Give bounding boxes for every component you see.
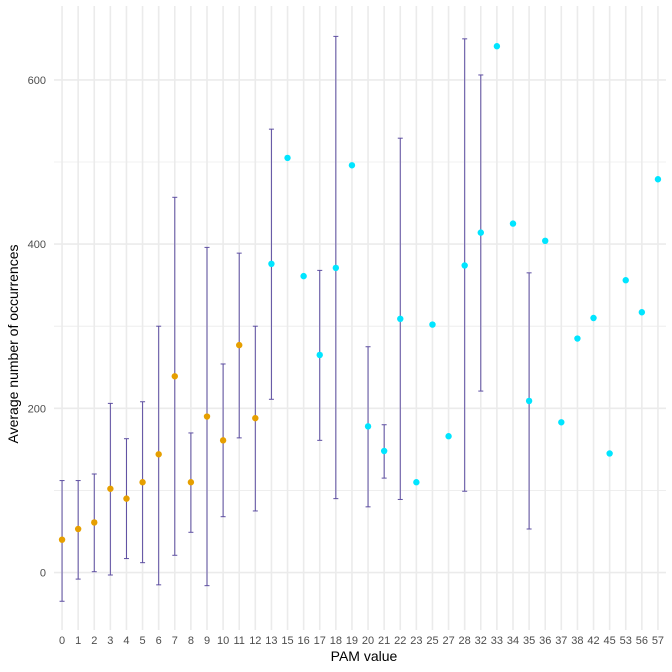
data-point xyxy=(477,229,484,236)
data-point xyxy=(397,315,404,323)
x-axis-label: PAM value xyxy=(331,648,398,664)
x-tick-label: 7 xyxy=(172,635,178,647)
x-tick-label: 53 xyxy=(620,635,632,647)
data-point xyxy=(348,162,356,169)
y-tick-label: 600 xyxy=(28,75,46,87)
data-point xyxy=(558,419,565,426)
x-tick-label: 21 xyxy=(378,635,390,647)
x-tick-label: 23 xyxy=(410,635,422,647)
data-point xyxy=(525,397,533,405)
x-tick-labels: 0 1 2 3 4 5 6 7 8 9 10 11 12 13 15 16 17 18 19 20 21 22 23 25 27… xyxy=(59,635,664,647)
x-tick-label: 37 xyxy=(555,635,567,647)
x-tick-label: 27 xyxy=(442,635,454,647)
data-point xyxy=(139,479,146,486)
data-point xyxy=(332,264,340,272)
x-tick-label: 57 xyxy=(652,635,664,647)
x-tick-label: 17 xyxy=(314,635,326,647)
data-point xyxy=(606,450,613,457)
x-tick-label: 20 xyxy=(362,635,374,647)
x-tick-label: 38 xyxy=(571,635,583,647)
x-tick-label: 2 xyxy=(91,635,97,647)
data-point xyxy=(203,413,211,420)
x-tick-label: 16 xyxy=(298,635,310,647)
data-point xyxy=(654,176,662,183)
data-point xyxy=(171,373,178,380)
x-tick-label: 42 xyxy=(587,635,599,647)
x-tick-label: 12 xyxy=(249,635,261,647)
data-point xyxy=(74,525,82,533)
x-tick-label: 35 xyxy=(523,635,535,647)
x-tick-label: 11 xyxy=(233,635,244,647)
x-tick-label: 10 xyxy=(217,635,229,647)
data-point xyxy=(590,314,597,322)
x-tick-label: 36 xyxy=(539,635,551,647)
data-point xyxy=(155,451,162,458)
x-tick-label: 1 xyxy=(75,635,81,647)
x-tick-label: 28 xyxy=(459,635,471,647)
y-tick-label: 200 xyxy=(28,403,46,415)
data-point xyxy=(445,433,452,440)
data-point xyxy=(622,277,629,284)
x-tick-label: 0 xyxy=(59,635,65,647)
data-point xyxy=(493,43,501,50)
data-point xyxy=(236,341,243,349)
x-tick-label: 15 xyxy=(281,635,293,647)
x-tick-label: 32 xyxy=(475,635,487,647)
y-tick-label: 0 xyxy=(40,568,46,580)
data-point xyxy=(461,262,468,269)
x-tick-label: 45 xyxy=(604,635,616,647)
y-tick-labels: 0 200 400 600 xyxy=(28,75,46,580)
data-point xyxy=(219,437,227,444)
data-point xyxy=(413,479,420,486)
data-point xyxy=(316,351,323,359)
data-point xyxy=(284,154,291,162)
data-point xyxy=(58,536,66,543)
data-point xyxy=(123,495,130,502)
x-tick-label: 5 xyxy=(140,635,146,647)
data-point xyxy=(509,220,517,227)
data-point xyxy=(542,237,549,245)
x-tick-label: 22 xyxy=(394,635,406,647)
x-tick-label: 3 xyxy=(107,635,113,647)
data-point xyxy=(429,321,436,328)
x-tick-label: 8 xyxy=(188,635,194,647)
data-point xyxy=(107,485,114,492)
y-tick-label: 400 xyxy=(28,239,46,251)
data-point xyxy=(364,423,372,430)
x-tick-label: 33 xyxy=(491,635,503,647)
x-tick-label: 6 xyxy=(156,635,162,647)
y-axis-label: Average number of occurrences xyxy=(5,245,21,444)
x-tick-label: 34 xyxy=(507,635,519,647)
x-tick-label: 56 xyxy=(636,635,648,647)
data-point xyxy=(300,272,307,280)
data-point xyxy=(638,309,646,316)
data-point xyxy=(574,335,581,342)
x-tick-label: 13 xyxy=(265,635,277,647)
x-tick-label: 25 xyxy=(426,635,438,647)
error-bars xyxy=(59,35,532,602)
x-tick-label: 19 xyxy=(346,635,358,647)
grid-lines xyxy=(54,6,666,630)
data-point xyxy=(91,519,98,526)
data-point xyxy=(268,260,275,268)
data-point xyxy=(380,447,388,455)
data-points xyxy=(58,43,662,543)
x-tick-label: 18 xyxy=(330,635,342,647)
x-tick-label: 4 xyxy=(123,635,129,647)
x-tick-label: 9 xyxy=(204,635,210,647)
data-point xyxy=(252,414,259,422)
data-point xyxy=(187,479,195,486)
